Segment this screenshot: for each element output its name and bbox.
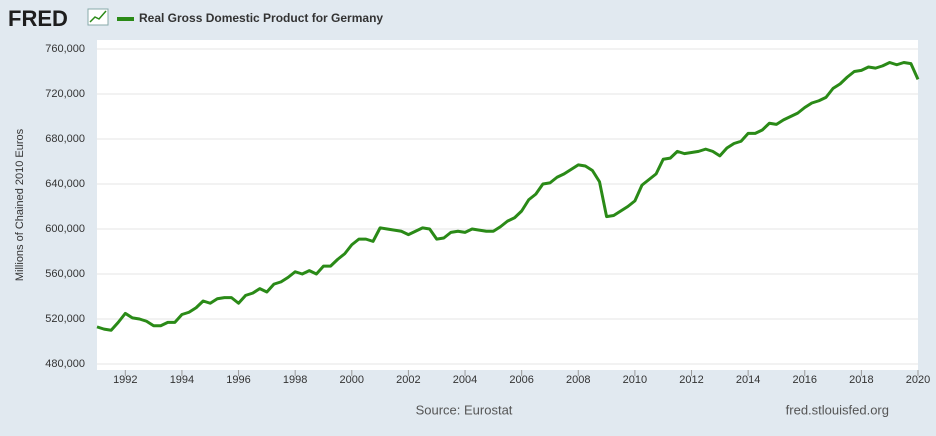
x-tick-label: 2002 [396,374,420,386]
y-tick-label: 640,000 [45,178,85,190]
logo-icon [87,8,109,26]
x-tick-label: 1996 [226,374,250,386]
y-axis-label: Millions of Chained 2010 Euros [14,128,26,281]
site: fred.stlouisfed.org [786,402,889,417]
x-tick-label: 2000 [340,374,364,386]
x-tick-label: 1998 [283,374,307,386]
x-tick-label: 1994 [170,374,194,386]
legend-label: Real Gross Domestic Product for Germany [139,11,383,25]
x-tick-label: 2012 [679,374,703,386]
x-tick-label: 2018 [849,374,873,386]
x-tick-label: 2010 [623,374,647,386]
data-line [96,61,920,332]
y-tick-label: 760,000 [45,43,85,55]
x-tick-label: 2020 [906,374,930,386]
y-tick-label: 680,000 [45,133,85,145]
brand: FRED [8,6,68,31]
y-tick-label: 480,000 [45,358,85,370]
logo-icon-line [89,10,107,23]
x-tick-label: 2014 [736,374,760,386]
y-tick-label: 720,000 [45,88,85,100]
y-tick-label: 520,000 [45,313,85,325]
x-tick-label: 2008 [566,374,590,386]
x-tick-label: 2004 [453,374,477,386]
source: Source: Eurostat [416,402,513,417]
y-tick-label: 600,000 [45,223,85,235]
x-tick-label: 1992 [113,374,137,386]
x-tick-label: 2006 [509,374,533,386]
plot-area [97,40,918,370]
x-tick-label: 2016 [793,374,817,386]
y-tick-label: 560,000 [45,268,85,280]
